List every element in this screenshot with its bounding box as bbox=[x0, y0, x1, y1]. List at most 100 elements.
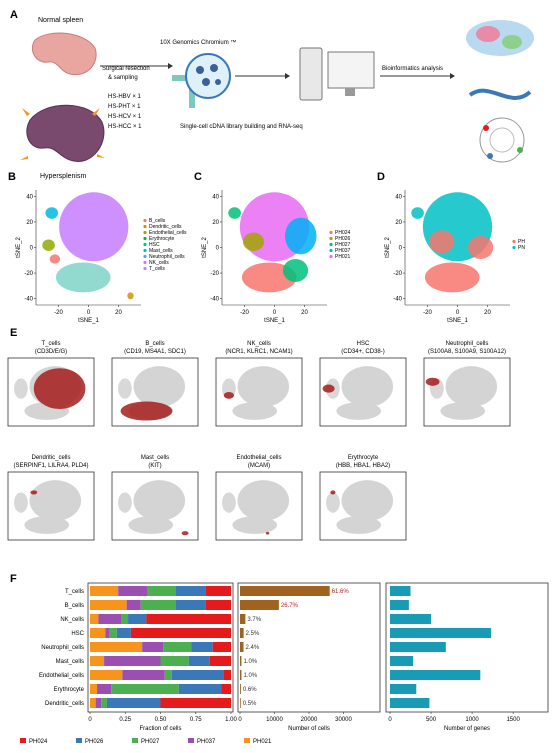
legend-swatch bbox=[188, 738, 194, 743]
expression bbox=[330, 490, 336, 495]
category-label: Neutrophil_cells bbox=[41, 645, 84, 651]
x-tick-label: 0.75 bbox=[190, 717, 202, 723]
legend-label: HSC bbox=[149, 242, 160, 248]
cell-map bbox=[118, 492, 132, 513]
legend-label: Dendritic_cells bbox=[149, 224, 182, 230]
bar bbox=[390, 642, 446, 652]
cell-cluster bbox=[127, 292, 134, 300]
expression bbox=[120, 401, 173, 421]
bar-segment bbox=[121, 614, 129, 624]
marker-genes: (CD34+, CD38-) bbox=[341, 349, 385, 355]
x-tick-label: -20 bbox=[423, 310, 432, 316]
legend-swatch bbox=[512, 245, 516, 250]
legend-label: NK_cells bbox=[149, 260, 169, 266]
cell-map bbox=[118, 378, 132, 399]
marker-name: T_cells bbox=[41, 341, 60, 347]
x-tick-label: 0 bbox=[388, 717, 392, 723]
legend-label: PH027 bbox=[335, 242, 351, 248]
marker-name: Mast_cells bbox=[141, 455, 169, 461]
y-tick-label: 0 bbox=[399, 246, 403, 252]
x-axis-label: Fraction of cells bbox=[139, 726, 181, 732]
cell-cluster bbox=[228, 207, 241, 219]
bar-segment bbox=[105, 628, 110, 638]
cell-map bbox=[440, 402, 486, 420]
legend-swatch bbox=[143, 236, 147, 241]
bar bbox=[390, 586, 411, 596]
cell-map bbox=[133, 480, 186, 521]
category-label: Mast_cells bbox=[56, 659, 84, 665]
bar-segment bbox=[176, 600, 206, 610]
legend-swatch bbox=[329, 236, 333, 241]
y-tick-label: -20 bbox=[393, 271, 402, 277]
bar-segment bbox=[130, 628, 231, 638]
panel-a: A Normal spleen Hypersplenism Surgical r… bbox=[10, 9, 534, 180]
bar bbox=[240, 684, 241, 694]
cell-cluster bbox=[282, 259, 309, 282]
bar-segment bbox=[90, 600, 127, 610]
marker-genes: (HBB, HBA1, HBA2) bbox=[336, 463, 390, 469]
category-label: Erythrocyte bbox=[54, 687, 85, 693]
cell-map bbox=[222, 492, 236, 513]
panel-label: A bbox=[10, 9, 18, 21]
cell-map bbox=[128, 516, 174, 534]
cell-map bbox=[341, 366, 394, 407]
bar bbox=[240, 670, 242, 680]
marker-genes: (CD3D/E/G) bbox=[35, 349, 67, 355]
expression bbox=[223, 392, 235, 399]
cell-cluster bbox=[411, 207, 424, 219]
x-tick-label: 0.25 bbox=[119, 717, 131, 723]
legend-swatch bbox=[143, 218, 147, 223]
bar-segment bbox=[160, 698, 231, 708]
bar-segment bbox=[90, 642, 143, 652]
legend-swatch bbox=[132, 738, 138, 743]
legend-swatch bbox=[143, 242, 147, 247]
bar bbox=[240, 656, 242, 666]
legend-swatch bbox=[329, 230, 333, 235]
bar-segment bbox=[191, 642, 213, 652]
bar-segment bbox=[90, 586, 119, 596]
x-tick-label: 0 bbox=[273, 310, 277, 316]
normal-spleen-label: Normal spleen bbox=[38, 17, 83, 24]
percent-label: 26.7% bbox=[281, 603, 299, 609]
y-axis-label: tSNE_2 bbox=[16, 237, 22, 258]
cell-cluster bbox=[55, 262, 111, 293]
marker-name: HSC bbox=[357, 341, 370, 347]
arrow-head bbox=[450, 73, 455, 79]
cell-cluster bbox=[45, 207, 59, 219]
legend-swatch bbox=[143, 224, 147, 229]
legend-label: PH024 bbox=[335, 230, 351, 236]
cell-map bbox=[14, 378, 28, 399]
y-tick-label: 40 bbox=[26, 194, 33, 200]
bar-segment bbox=[188, 656, 210, 666]
y-tick-label: -40 bbox=[393, 297, 402, 303]
cell-cluster bbox=[468, 236, 494, 259]
bar bbox=[240, 642, 244, 652]
x-axis-label: tSNE_1 bbox=[78, 318, 99, 324]
y-axis-label: tSNE_2 bbox=[202, 237, 208, 258]
x-tick-label: 30000 bbox=[335, 717, 352, 723]
bar bbox=[240, 600, 279, 610]
cell-map bbox=[29, 480, 82, 521]
bar bbox=[390, 600, 409, 610]
hypersplenism-label: Hypersplenism bbox=[40, 173, 86, 180]
library-label: Single-cell cDNA library building and RN… bbox=[180, 124, 303, 130]
category-label: NK_cells bbox=[60, 617, 84, 623]
bar bbox=[390, 670, 481, 680]
y-tick-label: 0 bbox=[216, 246, 220, 252]
cells bbox=[196, 64, 221, 86]
marker-name: Erythrocyte bbox=[348, 455, 379, 461]
bar-segment bbox=[98, 614, 122, 624]
cell-cluster bbox=[241, 262, 297, 293]
legend-label: Mast_cells bbox=[149, 248, 173, 254]
bar-segment bbox=[205, 586, 231, 596]
expression bbox=[33, 368, 86, 409]
marker-genes: (KIT) bbox=[148, 463, 161, 469]
sample: HS-PHT × 1 bbox=[108, 104, 141, 110]
arrows bbox=[20, 108, 105, 160]
percent-label: 1.0% bbox=[243, 673, 257, 679]
cell-map bbox=[445, 366, 498, 407]
x-tick-label: 20 bbox=[115, 310, 122, 316]
y-tick-label: -40 bbox=[24, 297, 33, 303]
legend-label: Neutrophil_cells bbox=[149, 254, 185, 260]
